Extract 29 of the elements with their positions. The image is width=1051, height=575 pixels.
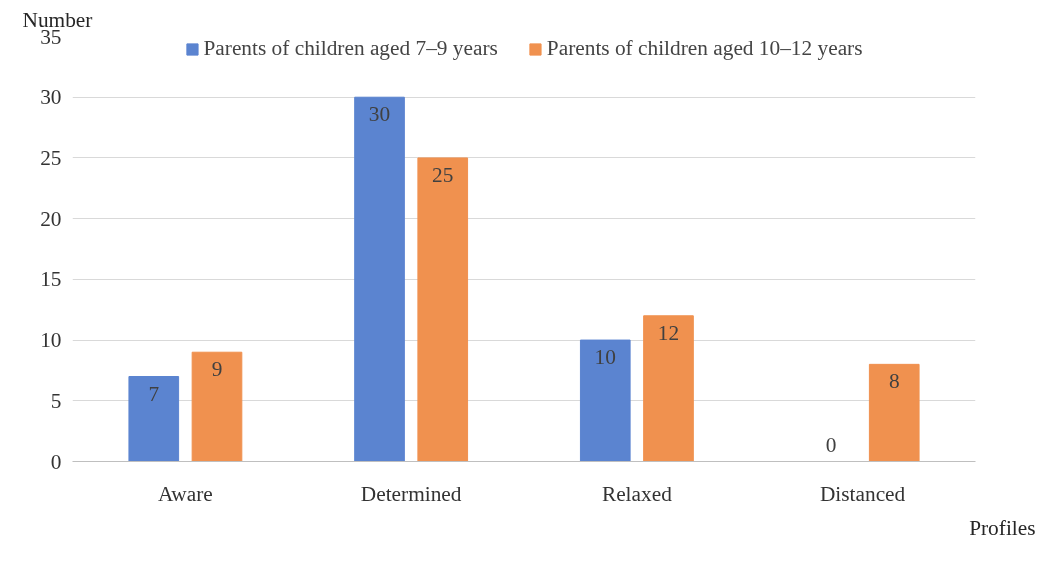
bar [191,351,243,462]
x-tick-label: Relaxed [601,481,673,506]
x-tick-label: Aware [157,481,213,506]
y-tick-label: 0 [50,449,62,474]
data-label: 0 [825,432,837,457]
legend-label: Parents of children aged 7–9 years [203,36,498,61]
legend-label: Parents of children aged 10–12 years [546,36,863,61]
x-tick-label: Determined [360,481,462,506]
bar [579,339,631,462]
bar [128,376,180,462]
bar [643,315,694,462]
y-tick-label: 5 [50,388,62,413]
bar [417,157,469,462]
bar [868,363,920,462]
bar [354,96,405,462]
y-tick-label: 20 [40,206,62,231]
y-tick-label: 25 [40,145,62,170]
data-label: 12 [657,320,680,345]
data-label: 9 [211,357,223,382]
y-tick-label: 10 [40,328,62,353]
data-label: 8 [888,369,900,394]
data-label: 10 [594,345,616,370]
x-axis-title: Profiles [969,515,1036,540]
y-tick-label: 15 [40,267,62,292]
x-tick-label: Distanced [819,481,906,506]
data-label: 7 [148,381,160,406]
data-label: 25 [432,162,454,187]
data-label: 30 [368,102,391,127]
y-tick-label: 30 [40,85,62,110]
